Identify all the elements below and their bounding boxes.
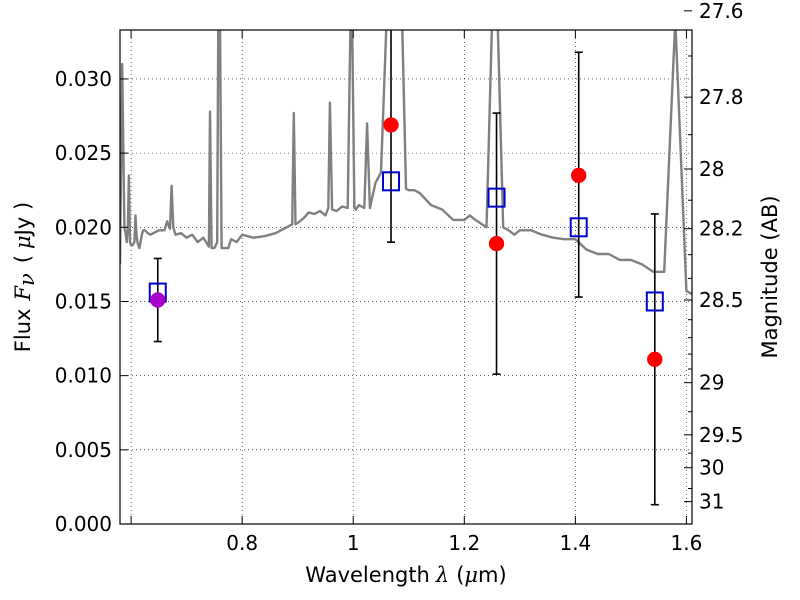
y2-tick-label: 28.5 bbox=[699, 288, 744, 312]
y-tick-label: 0.015 bbox=[55, 289, 112, 313]
y-tick-label: 0.025 bbox=[55, 141, 112, 165]
markers-layer bbox=[148, 117, 664, 368]
y-tick-label: 0.020 bbox=[55, 215, 112, 239]
y-tick-label: 0.010 bbox=[55, 364, 112, 388]
model-square bbox=[645, 291, 664, 312]
y2-tick-label: 28.2 bbox=[699, 217, 744, 241]
y-tick-label: 0.005 bbox=[55, 438, 112, 462]
y2-tick-label: 29 bbox=[699, 371, 724, 395]
template-spectrum-line bbox=[120, 30, 692, 296]
y-tick-label: 0.030 bbox=[55, 67, 112, 91]
y2-tick-label: 30 bbox=[699, 456, 724, 480]
x-tick-label: 1.4 bbox=[559, 531, 591, 555]
y-tick-label: 0.000 bbox=[55, 512, 112, 536]
model-square bbox=[569, 217, 588, 238]
model-square bbox=[487, 187, 506, 208]
plot-frame bbox=[119, 29, 693, 525]
blended-point bbox=[150, 292, 166, 308]
observed-point bbox=[383, 117, 399, 133]
x-tick-label: 1.6 bbox=[671, 531, 703, 555]
axis-ticks: 0.8 1 1.2 1.4 1.6 0.000 0.005 0.010 0.015 0.020 0.… bbox=[55, 0, 744, 555]
template-spectrum-layer bbox=[120, 30, 692, 296]
y2-axis-label: Magnitude (AB) bbox=[758, 195, 782, 358]
y2-tick-label: 27.6 bbox=[699, 0, 744, 23]
y2-tick-label: 27.8 bbox=[699, 85, 744, 109]
x-tick-label: 1.2 bbox=[448, 531, 480, 555]
observed-point bbox=[647, 351, 663, 368]
observed-point bbox=[488, 235, 505, 252]
y2-tick-label: 28 bbox=[699, 157, 724, 181]
y2-tick-label: 31 bbox=[699, 490, 724, 514]
y-axis-label: FluxFν(μJy ) bbox=[11, 202, 39, 352]
x-tick-label: 0.8 bbox=[226, 531, 258, 555]
observed-point bbox=[570, 167, 587, 184]
x-axis-label: Wavelength λ (μm) bbox=[305, 563, 506, 587]
grid bbox=[120, 30, 692, 524]
x-tick-label: 1 bbox=[347, 531, 360, 555]
y2-tick-label: 29.5 bbox=[699, 423, 744, 447]
model-square bbox=[382, 171, 401, 192]
